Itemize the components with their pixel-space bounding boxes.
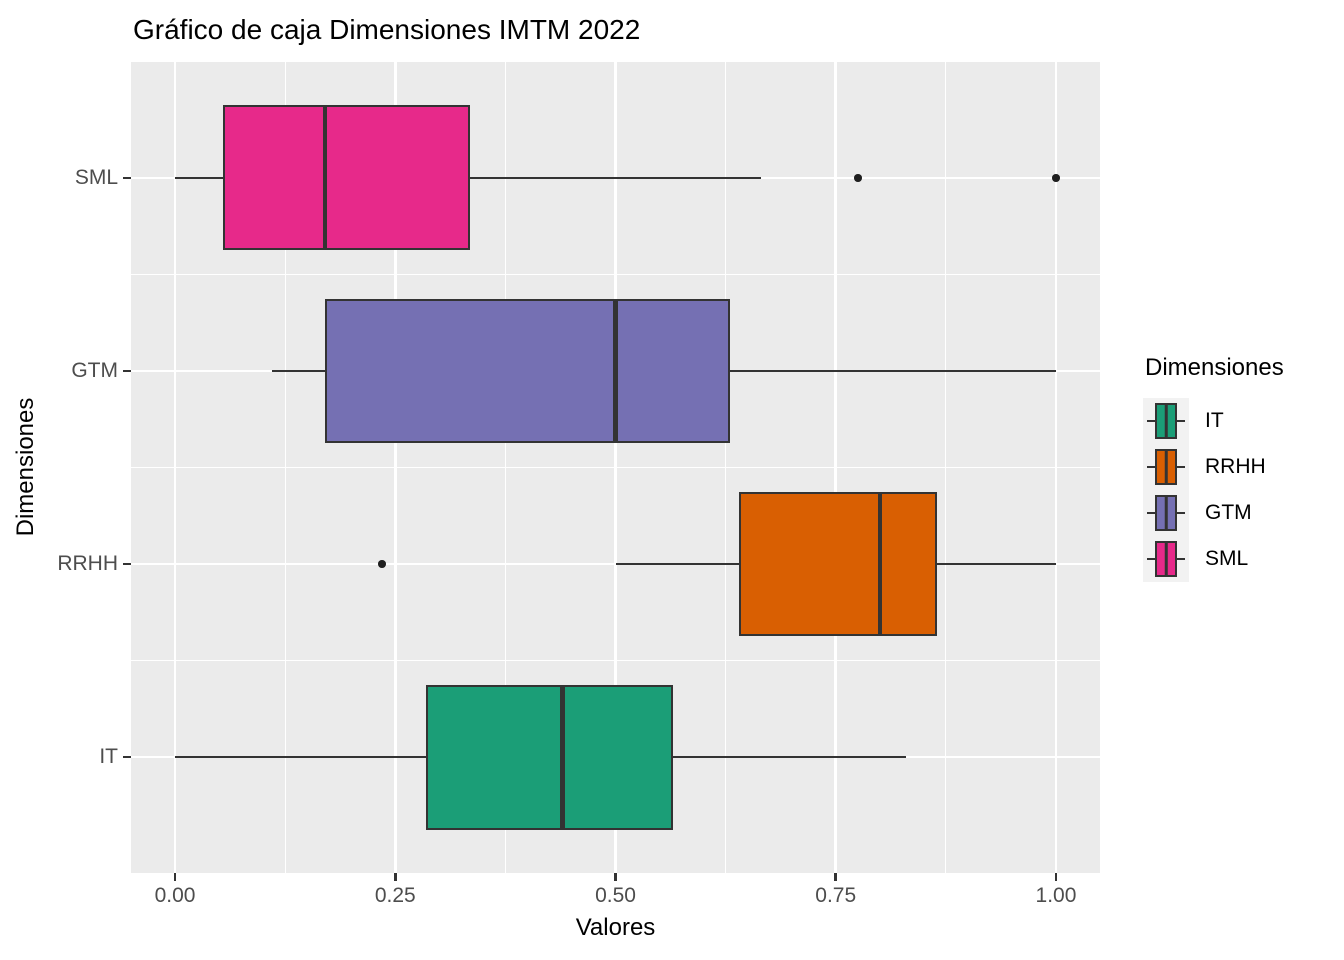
y-tick-mark xyxy=(123,562,131,566)
gridline-major-x xyxy=(834,62,837,873)
legend-entry-gtm: GTM xyxy=(1143,490,1284,536)
y-axis-title: Dimensiones xyxy=(12,397,39,537)
y-tick-mark xyxy=(123,176,131,180)
x-tick-label: 0.25 xyxy=(374,884,416,907)
y-tick-label: GTM xyxy=(71,358,118,382)
legend-box-glyph xyxy=(1155,495,1177,531)
legend-entry-label: GTM xyxy=(1205,501,1252,524)
y-tick-label: SML xyxy=(74,165,118,189)
box-it xyxy=(426,684,673,830)
legend-entry-label: SML xyxy=(1205,547,1249,570)
median-line-gtm xyxy=(613,298,618,444)
box-rrhh xyxy=(738,491,938,637)
legend-key-icon xyxy=(1143,444,1189,490)
median-line-rrhh xyxy=(877,491,883,637)
legend: Dimensiones IT RRHH GTM SML xyxy=(1143,354,1284,582)
x-tick-label: 1.00 xyxy=(1035,884,1077,907)
legend-entry-label: IT xyxy=(1205,409,1224,432)
legend-entry-rrhh: RRHH xyxy=(1143,444,1284,490)
legend-entry-it: IT xyxy=(1143,398,1284,444)
whisker-right-rrhh xyxy=(937,562,1056,566)
legend-box-glyph xyxy=(1155,541,1177,577)
legend-key-icon xyxy=(1143,398,1189,444)
x-tick-label: 0.75 xyxy=(815,884,857,907)
outlier-point-sml xyxy=(1052,174,1060,182)
legend-box-glyph xyxy=(1155,403,1177,439)
gridline-major-x xyxy=(1054,62,1058,873)
legend-box-glyph xyxy=(1155,449,1177,485)
gridline-major-x xyxy=(394,62,397,873)
box-sml xyxy=(223,105,471,251)
outlier-point-sml xyxy=(854,174,862,182)
whisker-left-sml xyxy=(175,176,224,180)
x-tick-label: 0.00 xyxy=(154,884,196,907)
legend-median-line xyxy=(1164,451,1168,483)
whisker-left-gtm xyxy=(271,369,325,373)
x-tick-mark xyxy=(614,873,617,881)
y-tick-label: IT xyxy=(99,745,118,769)
legend-entry-sml: SML xyxy=(1143,536,1284,582)
legend-title: Dimensiones xyxy=(1145,354,1284,381)
box-gtm xyxy=(324,298,730,444)
whisker-right-it xyxy=(672,755,907,759)
y-tick-mark xyxy=(123,369,131,373)
x-tick-mark xyxy=(394,873,397,881)
outlier-point-rrhh xyxy=(378,560,386,568)
legend-key-icon xyxy=(1143,490,1189,536)
y-tick-mark xyxy=(123,755,131,759)
whisker-left-it xyxy=(175,755,427,759)
whisker-right-gtm xyxy=(730,369,1056,373)
median-line-it xyxy=(560,684,565,830)
x-tick-mark xyxy=(173,873,177,881)
legend-entries: IT RRHH GTM SML xyxy=(1143,398,1284,582)
legend-median-line xyxy=(1164,543,1168,575)
whisker-right-sml xyxy=(470,176,761,180)
legend-key-icon xyxy=(1143,536,1189,582)
x-tick-mark xyxy=(834,873,837,881)
gridline-major-x xyxy=(173,62,177,873)
x-tick-label: 0.50 xyxy=(595,884,636,907)
legend-entry-label: RRHH xyxy=(1205,455,1266,478)
x-tick-mark xyxy=(1054,873,1058,881)
legend-median-line xyxy=(1164,405,1168,437)
x-axis-title: Valores xyxy=(575,914,656,941)
y-tick-label: RRHH xyxy=(57,552,118,576)
plot-panel xyxy=(131,62,1100,873)
plot-title: Gráfico de caja Dimensiones IMTM 2022 xyxy=(133,14,641,45)
whisker-left-rrhh xyxy=(615,562,739,566)
median-line-sml xyxy=(322,105,328,251)
gridline-major-x xyxy=(614,62,617,873)
legend-median-line xyxy=(1164,497,1168,529)
